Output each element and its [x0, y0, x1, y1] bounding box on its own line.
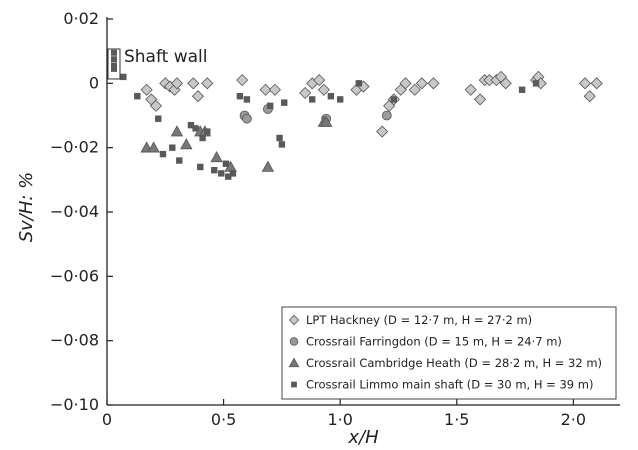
- x-axis-label: x/H: [347, 427, 379, 448]
- diamond-point: [464, 83, 477, 96]
- y-tick-label: 0: [89, 73, 99, 92]
- diamond-point: [299, 86, 312, 100]
- y-tick-label: −0·06: [50, 266, 99, 285]
- triangle-point: [147, 141, 160, 153]
- legend-circle-marker: [289, 337, 299, 346]
- triangle-point: [180, 138, 193, 150]
- y-axis-label: Sv/H: %: [16, 172, 37, 243]
- square-point: [281, 99, 288, 106]
- square-point: [155, 115, 162, 122]
- diamond-point: [313, 74, 326, 87]
- square-point: [176, 157, 183, 164]
- square-point: [110, 62, 117, 69]
- legend-box: [281, 306, 617, 400]
- x-tick-label: 1·5: [444, 410, 469, 429]
- square-point: [336, 96, 344, 103]
- square-point: [110, 49, 117, 56]
- diamond-point: [187, 77, 200, 90]
- square-point: [518, 86, 526, 93]
- triangle-point: [261, 160, 275, 172]
- y-tick-label: −0·10: [50, 395, 99, 414]
- square-point: [110, 65, 117, 72]
- diamond-point: [590, 77, 603, 90]
- diamond-point: [140, 83, 153, 96]
- legend-square-marker: [291, 381, 297, 388]
- x-tick-label: 2·0: [561, 410, 586, 429]
- square-point: [192, 125, 199, 132]
- diamond-point: [415, 77, 428, 90]
- x-tick-label: 0·5: [211, 410, 236, 429]
- legend-diamond-marker: [288, 314, 300, 326]
- square-point: [222, 160, 230, 167]
- data-points: [120, 70, 603, 180]
- diamond-point: [427, 77, 440, 90]
- square-point: [169, 144, 176, 151]
- square-point: [218, 170, 225, 177]
- y-tick-label: −0·04: [50, 202, 99, 221]
- diamond-point: [201, 77, 214, 90]
- legend-entry: LPT Hackney (D = 12·7 m, H = 27·2 m): [306, 313, 532, 327]
- legend-entry: Crossrail Cambridge Heath (D = 28·2 m, H…: [306, 356, 602, 370]
- square-point: [278, 141, 286, 148]
- diamond-point: [268, 83, 281, 96]
- square-point: [355, 80, 363, 87]
- y-tick-label: −0·02: [50, 138, 99, 157]
- shaft-wall-annotation: Shaft wall: [107, 47, 208, 80]
- circle-point: [381, 110, 392, 121]
- diamond-point: [578, 77, 592, 90]
- shaft-wall-box: [107, 48, 121, 80]
- square-point: [276, 134, 283, 142]
- x-tick-label: 1·0: [327, 410, 352, 429]
- square-point: [120, 73, 127, 81]
- square-point: [197, 163, 204, 171]
- diamond-point: [259, 83, 272, 96]
- x-tick-label: 0: [102, 410, 112, 429]
- diamond-point: [474, 93, 487, 106]
- square-point: [134, 93, 141, 100]
- diamond-point: [191, 90, 205, 103]
- square-point: [187, 121, 195, 129]
- diamond-point: [149, 99, 163, 112]
- square-point: [532, 80, 540, 87]
- triangle-point: [170, 125, 184, 137]
- square-point: [236, 93, 244, 100]
- triangle-point: [320, 115, 333, 127]
- y-tick-label: −0·08: [50, 331, 99, 350]
- square-point: [225, 173, 232, 180]
- diamond-point: [236, 74, 249, 87]
- diamond-point: [317, 83, 330, 96]
- triangle-point: [210, 150, 223, 163]
- square-point: [229, 170, 237, 177]
- legend-triangle-marker: [288, 357, 300, 368]
- legend-entry: Crossrail Farringdon (D = 15 m, H = 24·7…: [306, 335, 562, 349]
- square-point: [110, 56, 117, 63]
- legend: LPT Hackney (D = 12·7 m, H = 27·2 m) Cros…: [281, 306, 617, 400]
- square-point: [199, 134, 206, 142]
- square-point: [327, 93, 335, 100]
- shaft-wall-label: Shaft wall: [124, 47, 208, 67]
- square-point: [309, 96, 316, 103]
- square-point: [243, 96, 251, 103]
- diamond-point: [583, 90, 596, 103]
- y-tick-label: 0·02: [63, 9, 99, 28]
- square-point: [159, 150, 167, 158]
- diamond-point: [399, 77, 412, 90]
- legend-entry: Crossrail Limmo main shaft (D = 30 m, H …: [306, 378, 593, 392]
- square-point: [267, 102, 274, 110]
- square-point: [204, 128, 211, 135]
- diamond-point: [499, 77, 512, 90]
- axes: 0·020−0·02−0·04−0·06−0·08−0·100 0·5 1·0 1·5…: [16, 9, 620, 448]
- square-point: [211, 166, 218, 174]
- diamond-point: [408, 83, 421, 96]
- diamond-point: [376, 125, 389, 138]
- square-point: [390, 96, 398, 103]
- diamond-point: [170, 77, 184, 90]
- circle-point: [242, 113, 252, 124]
